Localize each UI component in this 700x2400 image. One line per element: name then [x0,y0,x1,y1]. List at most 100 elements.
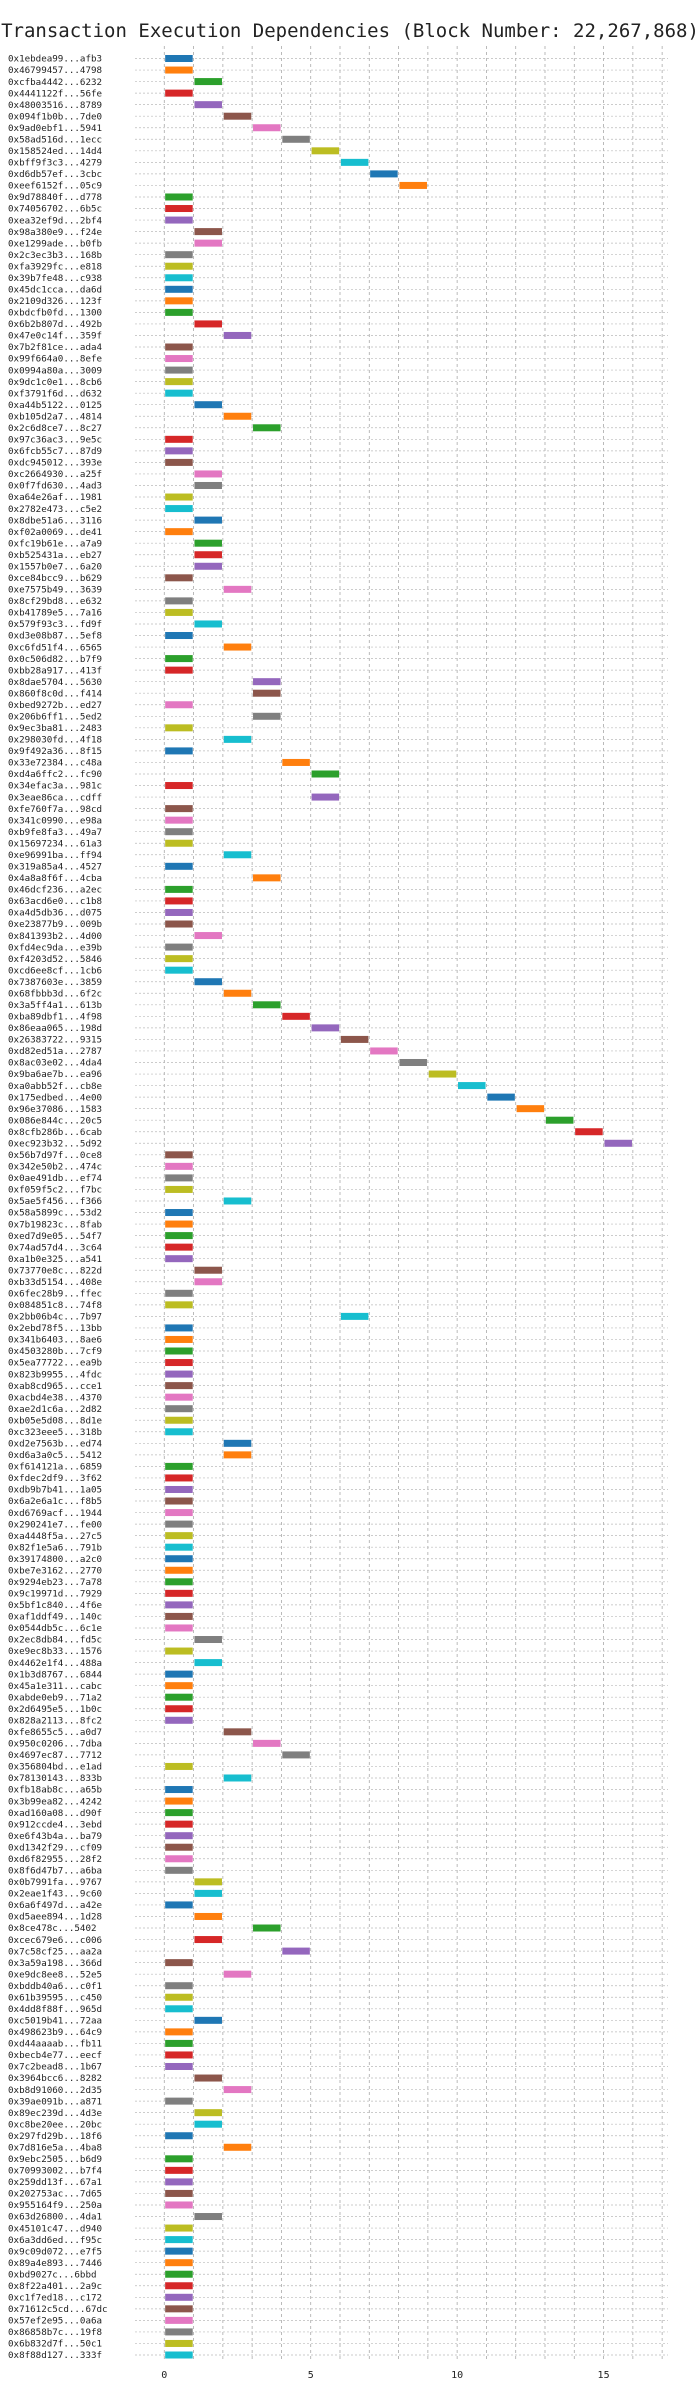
y-tick-label: 0xcec679e6...c006 [8,1935,102,1946]
y-tick-label: 0x259dd13f...67a1 [8,2177,102,2188]
y-tick-label: 0x0c506d82...b7f9 [8,654,102,665]
dependency-bar [194,1912,222,1920]
y-tick-label: 0x15697234...61a3 [8,838,102,849]
dependency-bar [194,1659,222,1667]
y-tick-label: 0xe1299ade...b0fb [8,238,102,249]
y-tick-label: 0xba89dbf1...4f98 [8,1012,102,1023]
y-tick-label: 0x8ce478c...5402 [8,1923,97,1934]
y-tick-label: 0x57ef2e95...0a6a [8,2316,102,2327]
dependency-bar [194,2120,222,2128]
y-tick-label: 0xd2e7563b...ed74 [8,1439,103,1450]
dependency-bar [399,1058,427,1066]
dependency-bar [165,1993,193,2001]
y-tick-label: 0x9c19971d...7929 [8,1589,102,1600]
y-tick-label: 0xfe8655c5...a0d7 [8,1727,102,1738]
dependency-bar [282,1751,310,1759]
x-tick-label: 0 [161,2370,167,2381]
dependency-bar [165,251,193,259]
y-tick-label: 0xc2664930...a25f [8,469,102,480]
dependency-bar [340,1312,369,1320]
dependency-bar [194,2213,222,2221]
y-tick-label: 0x2bb06b4c...7b97 [8,1312,102,1323]
y-tick-label: 0xe96991ba...ff94 [8,850,103,861]
dependency-bar [165,1982,193,1990]
x-tick-labels: 0 5 10 15 [161,2370,609,2381]
y-tick-label: 0xd6db57ef...3cbc [8,169,102,180]
dependency-bar [165,2328,193,2336]
dependency-bar [194,470,222,478]
dependency-bar [194,2016,222,2024]
dependency-bar [194,978,222,986]
y-tick-label: 0xb8d91060...2d35 [8,2085,102,2096]
dependency-bar [165,1370,193,1378]
y-tick-label: 0xd44aaaab...fb11 [8,2039,102,2050]
dependency-bar [194,932,222,940]
y-tick-label: 0x6a3dd6ed...f95c [8,2235,102,2246]
dependency-bar [165,1301,193,1309]
dependency-bar [194,2109,222,2117]
y-tick-label: 0x89ec239d...4d3e [8,2108,102,2119]
dependency-bar [458,1082,486,1090]
y-tick-label: 0xe23877b9...009b [8,919,102,930]
dependency-bar [223,989,252,997]
y-tick-label: 0xf059f5c2...f7bc [8,1185,102,1196]
y-tick-label: 0x0ae491db...ef74 [8,1173,103,1184]
bar-series [165,55,632,2359]
y-tick-label: 0x0b7991fa...9767 [8,1877,102,1888]
dependency-bar [165,343,193,351]
dependency-bar [165,2051,193,2059]
dependency-bar [194,320,222,328]
dependency-bar [165,2178,193,2186]
dependency-bar [165,274,193,282]
dependency-bar [165,1359,193,1367]
y-tick-label: 0xcfba4442...6232 [8,77,102,88]
dependency-bar [165,1393,193,1401]
y-tick-label: 0x9294eb23...7a78 [8,1577,102,1588]
dependency-bar [165,1589,193,1597]
dependency-bar [165,655,193,663]
dependency-bar [165,308,193,316]
y-tick-label: 0x82f1e5a6...791b [8,1542,102,1553]
y-tick-label: 0xdc945012...393e [8,458,102,469]
y-tick-label: 0xa4d5db36...d075 [8,908,102,919]
dependency-bar [165,724,193,732]
dependency-bar [223,2086,252,2094]
dependency-bar [165,505,193,513]
dependency-bar [165,1289,193,1297]
dependency-bar [165,1497,193,1505]
y-tick-label: 0x9ad0ebf1...5941 [8,123,102,134]
dependency-bar [165,1485,193,1493]
dependency-bar [165,1416,193,1424]
y-tick-label: 0xce84bcc9...b629 [8,573,102,584]
y-tick-label: 0x0544db5c...6c1e [8,1623,102,1634]
y-tick-label: 0x6a6f497d...a42e [8,1900,102,1911]
y-tick-label: 0x8dae5704...5630 [8,677,102,688]
y-tick-label: 0x498623b9...64c9 [8,2027,102,2038]
y-tick-label: 0x33e72384...c48a [8,758,102,769]
dependency-bar [253,424,281,432]
y-tick-label: 0x841393b2...4d00 [8,931,102,942]
dependency-bar [223,1451,252,1459]
y-tick-label: 0xc6fd51f4...6565 [8,642,102,653]
dependency-bar [165,2247,193,2255]
dependency-bar [165,2097,193,2105]
y-tick-label: 0x828a2113...8fc2 [8,1715,102,1726]
y-tick-label: 0x950c0206...7dba [8,1739,102,1750]
dependency-bar [223,851,252,859]
y-tick-label: 0x823b9955...4fdc [8,1369,102,1380]
y-tick-label: 0x860f8c0d...f414 [8,688,103,699]
dependency-bar [165,1232,193,1240]
y-tick-label: 0x202753ac...7d65 [8,2189,102,2200]
dependency-bar [194,1878,222,1886]
y-tick-label: 0x4462e1f4...488a [8,1658,102,1669]
dependency-bar [165,1220,193,1228]
y-tick-label: 0x319a85a4...4527 [8,862,102,873]
y-tick-label: 0x45a1e311...cabc [8,1681,102,1692]
dependency-bar [165,574,193,582]
y-tick-label: 0xe9ec8b33...1576 [8,1646,102,1657]
y-tick-label: 0x6fcb55c7...87d9 [8,446,102,457]
y-tick-label: 0x297fd29b...18f6 [8,2131,102,2142]
y-tick-label: 0xacbd4e38...4370 [8,1392,102,1403]
y-tick-label: 0x2eae1f43...9c60 [8,1889,102,1900]
dependency-bar [165,2282,193,2290]
